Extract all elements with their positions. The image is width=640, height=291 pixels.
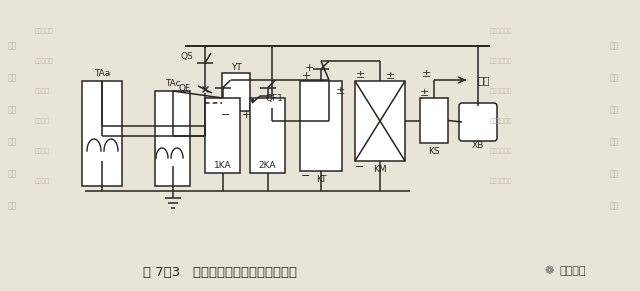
Text: 说明: 说明 [610, 138, 620, 146]
Text: 信号: 信号 [477, 75, 490, 85]
Text: 接线: 接线 [610, 74, 620, 83]
Text: KT: KT [316, 175, 326, 184]
Text: YT: YT [230, 63, 241, 72]
Text: 电工之家: 电工之家 [560, 266, 586, 276]
Text: 技术功能: 技术功能 [35, 88, 50, 94]
Bar [222, 73, 250, 111]
Text: XB: XB [472, 141, 484, 150]
Text: 图解规格选型: 图解规格选型 [490, 178, 513, 184]
Text: TAa: TAa [94, 70, 110, 79]
Text: 电气保护说明: 电气保护说明 [490, 88, 513, 94]
Bar [300, 81, 342, 171]
Text: 电路: 电路 [610, 169, 620, 178]
Text: ±: ± [385, 71, 395, 81]
Text: +: + [241, 110, 251, 120]
Text: 电气: 电气 [610, 201, 620, 210]
Text: ±: ± [355, 70, 365, 80]
Bar [82, 81, 122, 186]
Text: TAc: TAc [164, 79, 180, 88]
Text: 保护原理接线: 保护原理接线 [490, 148, 513, 154]
FancyBboxPatch shape [459, 103, 497, 141]
Text: 性能参数: 性能参数 [35, 178, 50, 184]
Text: 技术电路电气: 技术电路电气 [490, 118, 513, 124]
Text: 图解: 图解 [610, 106, 620, 114]
Bar [205, 98, 240, 173]
Text: 标称: 标称 [8, 42, 17, 51]
Text: +: + [304, 63, 314, 73]
Text: 少数额定值: 少数额定值 [35, 58, 54, 64]
Text: KM: KM [373, 164, 387, 173]
Text: QF1: QF1 [266, 93, 284, 102]
Text: ±: ± [421, 69, 431, 79]
Text: 2KA: 2KA [259, 161, 276, 169]
Text: QF: QF [179, 84, 191, 93]
Text: 原理: 原理 [610, 42, 620, 51]
Text: ❁: ❁ [545, 266, 554, 276]
Bar [355, 81, 405, 161]
Text: 规格: 规格 [8, 169, 17, 178]
Text: 1KA: 1KA [214, 161, 231, 169]
Bar [250, 98, 285, 173]
Text: 规格选型: 规格选型 [35, 118, 50, 124]
Bar [155, 91, 190, 186]
Text: 额定: 额定 [8, 74, 17, 83]
Text: KS: KS [428, 146, 440, 155]
Text: −: − [221, 110, 230, 120]
Bar [420, 98, 448, 143]
Text: 选型: 选型 [8, 201, 17, 210]
Text: 图解电路原理: 图解电路原理 [490, 58, 513, 64]
Text: 功能: 功能 [8, 138, 17, 146]
Text: 技术: 技术 [8, 106, 17, 114]
Text: −: − [355, 162, 365, 172]
Text: QS: QS [180, 52, 193, 61]
Text: −: − [301, 171, 310, 181]
Text: 标称额定值: 标称额定值 [35, 28, 54, 34]
Text: ±: ± [335, 86, 345, 96]
Text: 图 7－3   定时限过电流保护原理接线图: 图 7－3 定时限过电流保护原理接线图 [143, 267, 297, 279]
Text: +: + [301, 71, 310, 81]
Text: 参数规格: 参数规格 [35, 148, 50, 154]
Text: ±: ± [419, 88, 429, 98]
Text: 原理说明接线: 原理说明接线 [490, 28, 513, 34]
